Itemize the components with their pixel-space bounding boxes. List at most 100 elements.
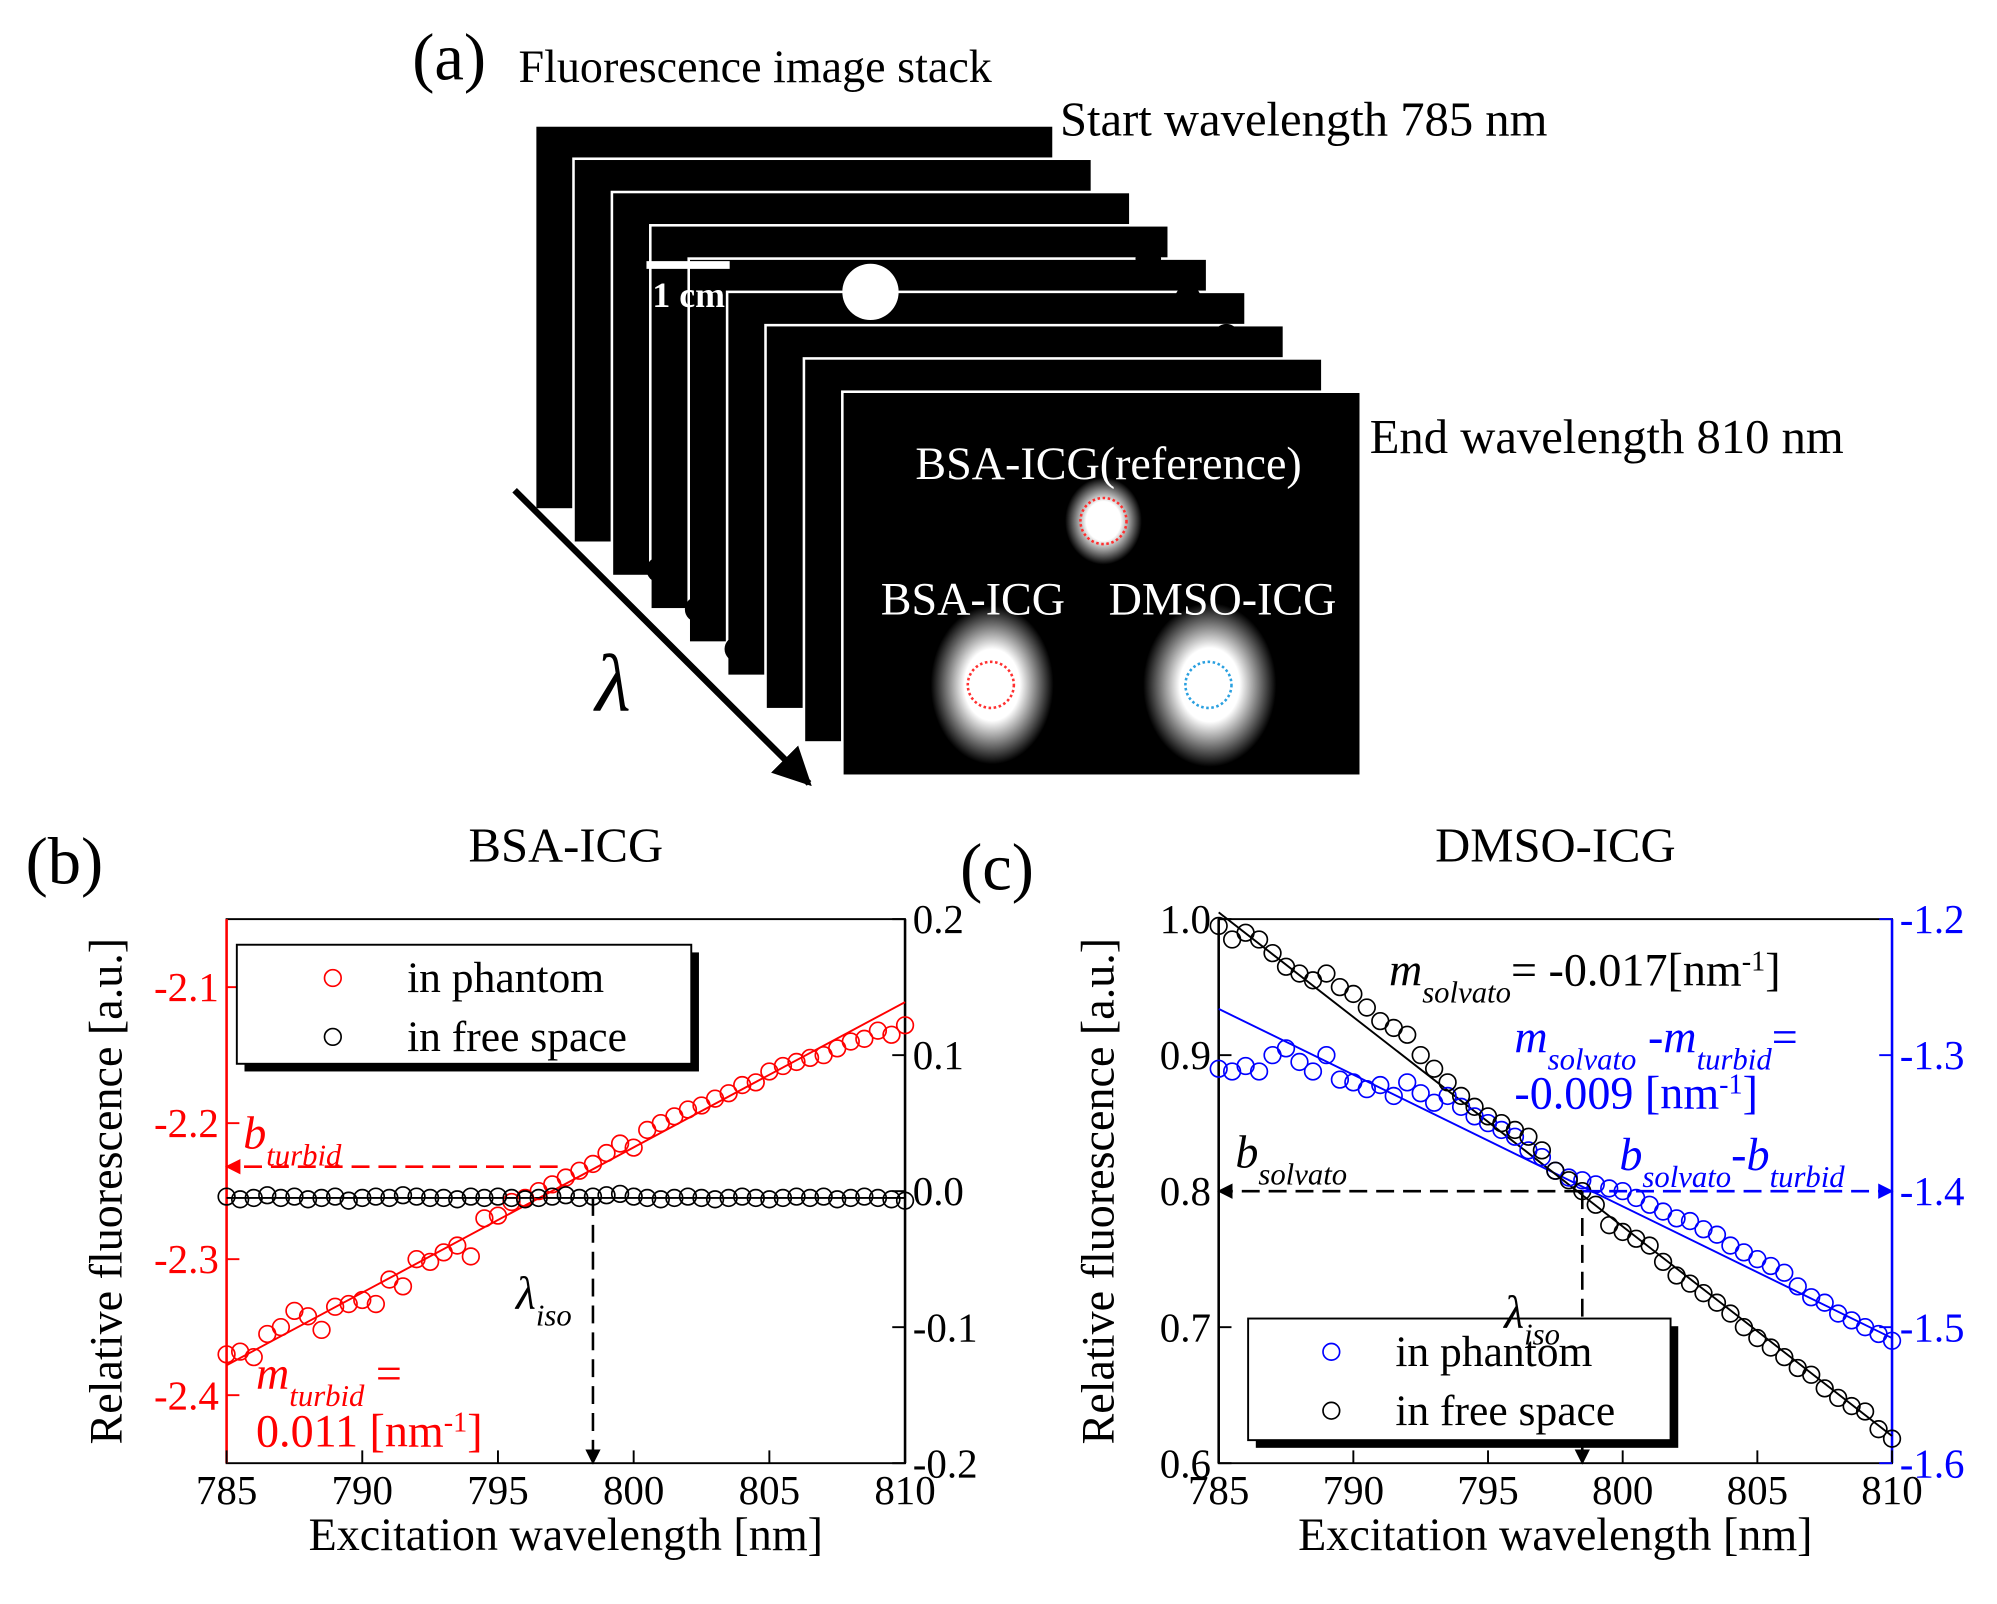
roi-label: BSA-ICG(reference) bbox=[915, 438, 1301, 489]
data-point bbox=[461, 1187, 480, 1206]
data-point bbox=[1398, 1025, 1417, 1044]
data-point bbox=[339, 1191, 358, 1210]
legend-box bbox=[1247, 1317, 1672, 1442]
data-point bbox=[1222, 1062, 1242, 1081]
legend-marker bbox=[1322, 1401, 1341, 1420]
x-tick-label: 810 bbox=[1861, 1467, 1922, 1513]
y-tick-label: 1.0 bbox=[1160, 896, 1211, 942]
glow-spot bbox=[930, 605, 1054, 765]
y-tick-label: 0.9 bbox=[1160, 1032, 1211, 1078]
legend-label: in free space bbox=[1395, 1387, 1615, 1435]
data-point bbox=[271, 1318, 291, 1337]
data-point bbox=[1882, 1331, 1902, 1350]
data-point bbox=[339, 1294, 358, 1314]
annotation-part: -1 bbox=[1719, 1069, 1742, 1100]
x-tick-label: 805 bbox=[739, 1467, 800, 1513]
y2-tick-label: 0.0 bbox=[913, 1168, 964, 1214]
y-tick-label: 0.6 bbox=[1160, 1440, 1211, 1486]
data-point bbox=[434, 1188, 453, 1208]
data-point bbox=[1330, 1070, 1350, 1089]
data-point bbox=[1357, 998, 1376, 1017]
y2-tick-label: 0.2 bbox=[913, 896, 964, 942]
data-point bbox=[1451, 1086, 1471, 1106]
data-point bbox=[1546, 1161, 1565, 1180]
data-point bbox=[1600, 1179, 1619, 1198]
data-point bbox=[733, 1187, 752, 1206]
data-point bbox=[217, 1187, 236, 1206]
data-point bbox=[1802, 1365, 1821, 1384]
data-point bbox=[882, 1190, 901, 1209]
y-tick-label: 0.7 bbox=[1160, 1304, 1211, 1350]
ellipsis-dot bbox=[1175, 285, 1201, 312]
y2-tick-label: -0.1 bbox=[913, 1304, 978, 1350]
data-point bbox=[1519, 1127, 1538, 1146]
data-point bbox=[597, 1186, 616, 1205]
data-point bbox=[258, 1186, 277, 1205]
data-point bbox=[1438, 1086, 1457, 1106]
x-axis-label: Excitation wavelength [nm] bbox=[1298, 1509, 1812, 1560]
x-axis-label: Excitation wavelength [nm] bbox=[309, 1509, 823, 1560]
data-point bbox=[895, 1191, 915, 1210]
data-point bbox=[1344, 984, 1363, 1004]
panel-label: (a) bbox=[412, 21, 486, 94]
data-point bbox=[624, 1138, 643, 1157]
data-point bbox=[1263, 943, 1282, 963]
ellipsis-dot bbox=[1213, 323, 1240, 350]
data-point bbox=[475, 1209, 494, 1228]
stack-title: Fluorescence image stack bbox=[518, 41, 992, 92]
data-point bbox=[407, 1187, 426, 1206]
data-point bbox=[529, 1188, 548, 1208]
annotation-part: -0.009 [nm bbox=[1514, 1068, 1719, 1119]
annotation: 0.011 [nm-1] bbox=[256, 1406, 483, 1457]
annotation-part: turbid bbox=[289, 1379, 365, 1413]
x-tick-label: 805 bbox=[1727, 1467, 1788, 1513]
data-point bbox=[868, 1021, 888, 1040]
data-point bbox=[1398, 1073, 1417, 1092]
annotation-part: 0.011 [nm bbox=[256, 1406, 444, 1457]
data-point bbox=[543, 1187, 562, 1206]
data-point bbox=[1532, 1148, 1552, 1167]
data-point bbox=[651, 1190, 670, 1209]
data-point bbox=[1882, 1429, 1902, 1448]
data-point bbox=[515, 1190, 535, 1209]
data-point bbox=[841, 1032, 860, 1051]
data-point bbox=[230, 1190, 250, 1209]
start-label: Start wavelength 785 nm bbox=[1060, 93, 1548, 147]
legend-box bbox=[235, 943, 693, 1065]
annotation-part: b bbox=[1747, 1129, 1770, 1180]
glow-spot bbox=[842, 263, 899, 321]
annotation-part: = bbox=[364, 1348, 402, 1399]
data-point bbox=[638, 1188, 657, 1208]
legend-label: in phantom bbox=[1395, 1328, 1592, 1376]
data-point bbox=[1317, 964, 1336, 983]
annotation-part: solvato bbox=[1548, 1042, 1637, 1076]
y-tick-label: 0.8 bbox=[1160, 1168, 1211, 1214]
annotation-part: -1 bbox=[1742, 946, 1765, 977]
data-point bbox=[285, 1187, 304, 1206]
data-point bbox=[244, 1188, 263, 1208]
data-point bbox=[448, 1236, 467, 1255]
image-frame bbox=[841, 390, 1363, 778]
roi-circle bbox=[1079, 496, 1128, 546]
annotation-part: m bbox=[1514, 1011, 1547, 1062]
data-point bbox=[1290, 1052, 1309, 1072]
annotation: bsolvato-bturbid bbox=[1619, 1129, 1845, 1194]
ellipsis-dot bbox=[684, 596, 711, 623]
data-point bbox=[1425, 1059, 1444, 1078]
data-point bbox=[583, 1154, 603, 1174]
data-point bbox=[488, 1206, 508, 1225]
data-point bbox=[1438, 1073, 1457, 1092]
annotation-part: turbid bbox=[1770, 1160, 1846, 1194]
data-point bbox=[1761, 1338, 1780, 1357]
annotation: msolvato= -0.017[nm-1] bbox=[1389, 945, 1781, 1010]
data-point bbox=[1802, 1288, 1821, 1307]
wavelength-symbol: λ bbox=[593, 637, 630, 728]
data-point bbox=[1249, 1062, 1269, 1081]
annotation-part: ] bbox=[467, 1406, 482, 1457]
x-tick-label: 795 bbox=[467, 1467, 528, 1513]
data-point bbox=[855, 1029, 874, 1048]
data-point bbox=[746, 1188, 765, 1208]
data-point bbox=[312, 1320, 331, 1340]
data-point bbox=[855, 1187, 874, 1206]
ellipsis-dot bbox=[1135, 245, 1162, 272]
